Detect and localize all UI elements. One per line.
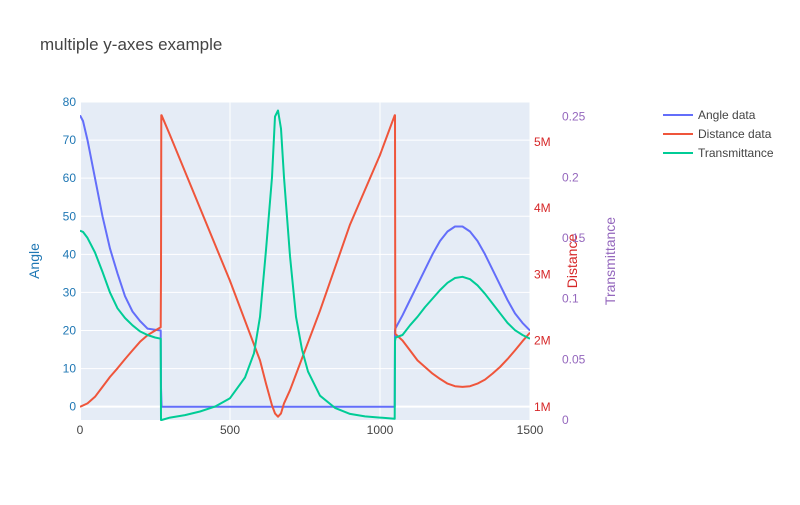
legend-label: Angle data xyxy=(698,108,756,122)
y-tick-label: 60 xyxy=(63,171,77,185)
y-tick-label: 50 xyxy=(63,209,77,223)
y2-tick-label: 1M xyxy=(534,400,551,414)
series-line-angle-data xyxy=(80,114,530,408)
legend-label: Distance data xyxy=(698,127,772,141)
y-axis-title: Angle xyxy=(26,243,42,279)
y-tick-label: 0 xyxy=(69,400,76,414)
series-group xyxy=(80,109,530,421)
x-tick-label: 0 xyxy=(77,423,84,437)
y2-tick-label: 2M xyxy=(534,334,551,348)
y2-tick-label: 3M xyxy=(534,267,551,281)
y-tick-label: 70 xyxy=(63,133,77,147)
plot-background xyxy=(80,102,530,420)
y-tick-label: 10 xyxy=(63,362,77,376)
y2-axis-title: Distance xyxy=(564,234,580,289)
y-tick-label: 30 xyxy=(63,285,77,299)
y2-tick-label: 5M xyxy=(534,135,551,149)
y-tick-label: 80 xyxy=(63,95,77,109)
x-tick-label: 500 xyxy=(220,423,240,437)
y3-tick-label: 0 xyxy=(562,413,569,427)
y3-tick-label: 0.1 xyxy=(562,292,579,306)
x-tick-label: 1500 xyxy=(517,423,544,437)
y3-tick-label: 0.2 xyxy=(562,170,579,184)
legend: Angle data Distance data Transmittance xyxy=(663,108,774,160)
legend-label: Transmittance xyxy=(698,146,774,160)
y3-axis-title: Transmittance xyxy=(602,217,618,305)
series-line-distance-data xyxy=(80,114,530,418)
x-tick-label: 1000 xyxy=(367,423,394,437)
y-tick-label: 40 xyxy=(63,247,77,261)
y3-tick-label: 0.25 xyxy=(562,110,586,124)
y3-tick-label: 0.15 xyxy=(562,231,586,245)
y3-tick-label: 0.05 xyxy=(562,352,586,366)
series-line-transmittance xyxy=(80,109,530,421)
y-tick-label: 20 xyxy=(63,324,77,338)
chart-title: multiple y-axes example xyxy=(40,35,222,54)
y2-tick-label: 4M xyxy=(534,201,551,215)
